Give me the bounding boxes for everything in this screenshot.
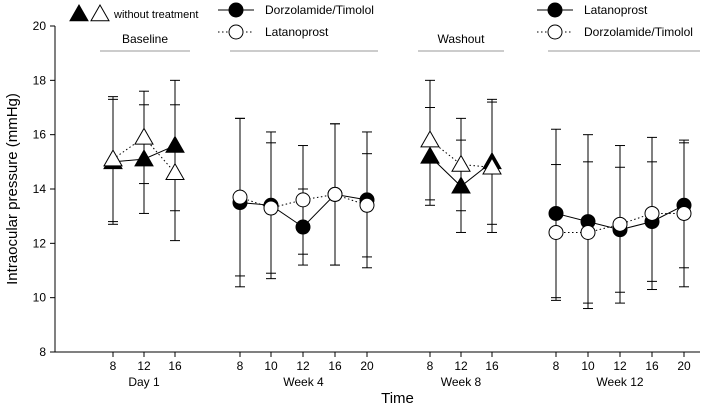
data-point xyxy=(165,162,185,180)
legend-text: without treatment xyxy=(113,9,198,21)
group-label: Day 1 xyxy=(128,375,160,389)
y-tick-label: 18 xyxy=(33,73,47,87)
x-tick-label: 8 xyxy=(237,359,244,373)
data-point xyxy=(420,146,440,164)
legend-marker xyxy=(228,24,244,40)
y-tick-label: 8 xyxy=(39,345,46,359)
x-tick-label: 16 xyxy=(328,359,342,373)
period-bars: Baseline Washout xyxy=(100,32,700,52)
data-point xyxy=(548,224,564,240)
group-label: Week 8 xyxy=(441,375,482,389)
data-point xyxy=(295,192,311,208)
legend-marker xyxy=(69,3,89,22)
data-point xyxy=(134,127,154,145)
data-point xyxy=(263,200,279,216)
x-tick-label: 20 xyxy=(360,359,374,373)
data-point xyxy=(612,216,628,232)
x-tick-label: 16 xyxy=(645,359,659,373)
x-tick-label: 16 xyxy=(168,359,182,373)
x-tick-label: 8 xyxy=(553,359,560,373)
data-point xyxy=(482,157,502,175)
axes: 8 10 12 14 16 18 20 8 12 16 Day 1 8 10 12 16 20 Week 4 8 1… xyxy=(33,19,700,389)
series-line xyxy=(429,139,493,168)
x-tick-label: 8 xyxy=(110,359,117,373)
series-line xyxy=(112,136,176,174)
x-tick-label: 16 xyxy=(485,359,499,373)
x-tick-label: 8 xyxy=(427,359,434,373)
data-point xyxy=(134,149,154,167)
x-tick-label: 12 xyxy=(454,359,468,373)
series-layer xyxy=(103,79,692,310)
data-point xyxy=(359,197,375,213)
data-point xyxy=(644,205,660,221)
data-point xyxy=(580,224,596,240)
legend-layer: without treatment Dorzolamide/Timolol Lata… xyxy=(69,2,693,40)
y-tick-label: 10 xyxy=(33,291,47,305)
data-point xyxy=(165,135,185,153)
x-tick-label: 12 xyxy=(613,359,627,373)
legend-marker xyxy=(547,2,563,18)
legend-marker xyxy=(228,2,244,18)
x-tick-label: 10 xyxy=(264,359,278,373)
legend-text: Latanoprost xyxy=(265,25,329,39)
data-point xyxy=(327,186,343,202)
y-tick-label: 16 xyxy=(33,128,47,142)
legend-text: Dorzolamide/Timolol xyxy=(584,25,693,39)
data-point xyxy=(232,189,248,205)
data-point xyxy=(420,130,440,148)
group-label: Week 12 xyxy=(596,375,643,389)
period-label: Washout xyxy=(438,32,486,46)
y-tick-label: 20 xyxy=(33,19,47,33)
y-tick-label: 12 xyxy=(33,236,47,250)
data-point xyxy=(451,176,471,194)
data-point xyxy=(676,205,692,221)
legend-text: Dorzolamide/Timolol xyxy=(265,3,374,17)
x-tick-label: 10 xyxy=(581,359,595,373)
x-tick-label: 20 xyxy=(677,359,691,373)
period-label: Baseline xyxy=(122,32,168,46)
x-tick-label: 12 xyxy=(296,359,310,373)
y-axis-title: Intraocular pressure (mmHg) xyxy=(4,93,21,285)
data-point xyxy=(548,205,564,221)
x-tick-label: 12 xyxy=(137,359,151,373)
data-point xyxy=(451,154,471,172)
data-point xyxy=(295,219,311,235)
legend-marker xyxy=(90,3,110,22)
data-point xyxy=(103,149,123,167)
group-label: Week 4 xyxy=(283,375,324,389)
y-tick-label: 14 xyxy=(33,182,47,196)
legend-marker xyxy=(547,24,563,40)
legend-text: Latanoprost xyxy=(584,3,648,17)
x-axis-title: Time xyxy=(381,390,414,406)
